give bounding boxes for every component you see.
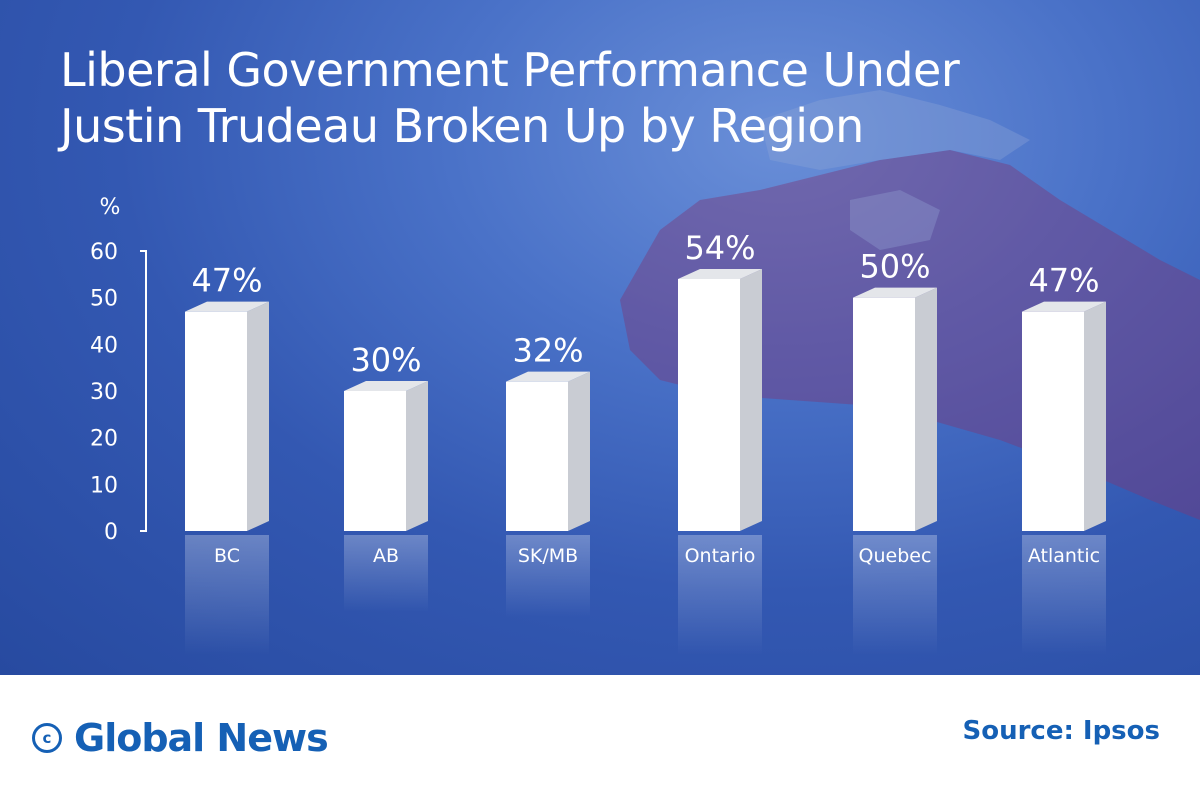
chart-title: Liberal Government Performance Under Jus… <box>60 43 960 153</box>
bar-top <box>185 301 269 312</box>
y-tick-label: 50 <box>90 287 118 312</box>
bar-value-label: 47% <box>1028 262 1099 300</box>
y-tick-label: 60 <box>90 240 118 265</box>
x-category-label: AB <box>373 545 399 567</box>
x-category-label: SK/MB <box>518 545 578 567</box>
bar-reflection <box>678 535 762 655</box>
bar-value-label: 54% <box>684 229 755 267</box>
brand-logo: c Global News <box>32 716 329 760</box>
y-axis-label: % <box>100 195 121 220</box>
bar-chart: % 0 10 20 30 40 50 60 47% BC 30% AB 32% SK/MB 54% Ontar… <box>90 195 1106 655</box>
chart-background: % 0 10 20 30 40 50 60 47% BC 30% AB 32% SK/MB 54% Ontar… <box>0 0 1200 675</box>
bar-top <box>678 269 762 279</box>
copyright-icon: c <box>32 723 62 753</box>
bar-reflection <box>506 535 590 618</box>
bar-top <box>1022 301 1106 312</box>
bar-top <box>506 371 590 382</box>
source-label: Source: Ipsos <box>962 716 1160 746</box>
bar-reflection <box>185 535 269 655</box>
y-axis-line <box>140 250 147 532</box>
y-tick-label: 40 <box>90 333 118 358</box>
bar <box>1022 311 1084 531</box>
bar-side <box>247 301 269 531</box>
bar-value-label: 47% <box>191 262 262 300</box>
bar-side <box>740 269 762 531</box>
x-category-label: Atlantic <box>1028 545 1100 567</box>
bar <box>344 391 406 531</box>
bar-reflection <box>344 535 428 612</box>
x-category-label: BC <box>214 545 240 567</box>
bar-side <box>406 381 428 531</box>
x-category-label: Ontario <box>685 545 756 567</box>
y-tick-label: 20 <box>90 427 118 452</box>
bar <box>853 297 915 531</box>
bar-side <box>1084 301 1106 531</box>
footer <box>0 675 1200 793</box>
x-category-label: Quebec <box>859 545 932 567</box>
bar-top <box>853 287 937 298</box>
bar-value-label: 30% <box>350 341 421 379</box>
bar-side <box>568 371 590 531</box>
y-tick-label: 10 <box>90 473 118 498</box>
bar <box>185 311 247 531</box>
bar-value-label: 50% <box>859 248 930 286</box>
y-tick-label: 30 <box>90 380 118 405</box>
y-tick-label: 0 <box>104 520 118 545</box>
brand-name: Global News <box>74 716 329 760</box>
bar <box>678 279 740 531</box>
bar-reflection <box>1022 535 1106 655</box>
bar-side <box>915 287 937 531</box>
bar-value-label: 32% <box>512 332 583 370</box>
bar <box>506 381 568 531</box>
bar-top <box>344 381 428 391</box>
bar-reflection <box>853 535 937 655</box>
